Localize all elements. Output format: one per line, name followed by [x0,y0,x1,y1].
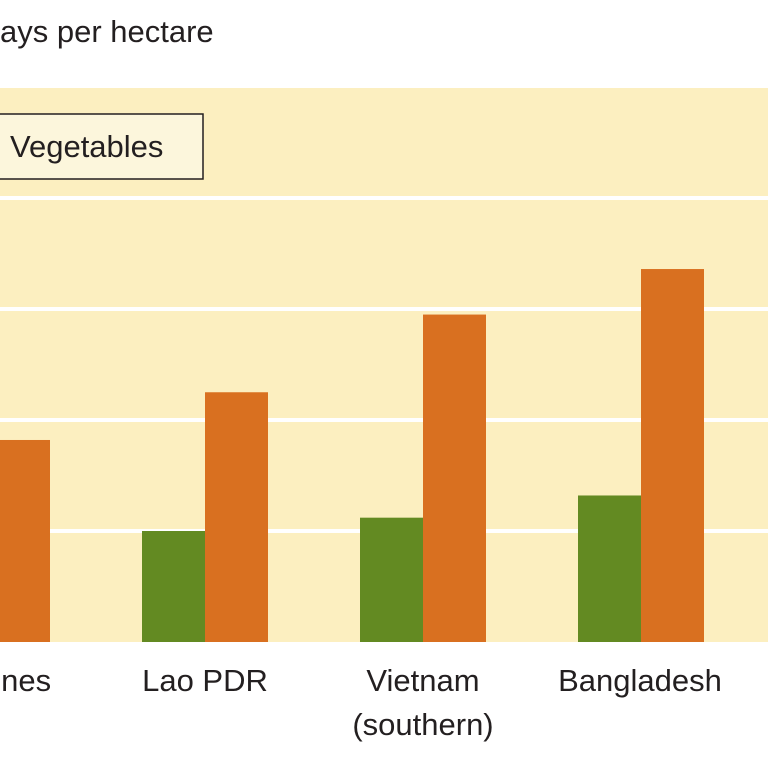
x-tick-label: Bangladesh [558,663,722,698]
x-tick-label: pines [0,663,51,698]
legend-box [0,113,204,180]
bar-green-3 [578,495,641,642]
y-axis-label: ays per hectare [0,14,214,49]
bar-green-1 [142,531,205,642]
bar-orange-0 [0,439,50,642]
bar-orange-1 [205,392,268,642]
legend-label-vegetables: Vegetables [10,129,163,164]
legend: Vegetables [0,113,204,180]
bar-orange-3 [641,269,704,642]
bar-green-2 [360,517,423,642]
x-tick-label: Vietnam (southern) [352,663,493,742]
bar-orange-2 [423,314,486,642]
x-tick-label: Lao PDR [142,663,268,698]
bars [0,269,704,642]
x-axis-tick-labels: pines Lao PDR Vietnam(southern) Bangladesh [0,663,722,742]
